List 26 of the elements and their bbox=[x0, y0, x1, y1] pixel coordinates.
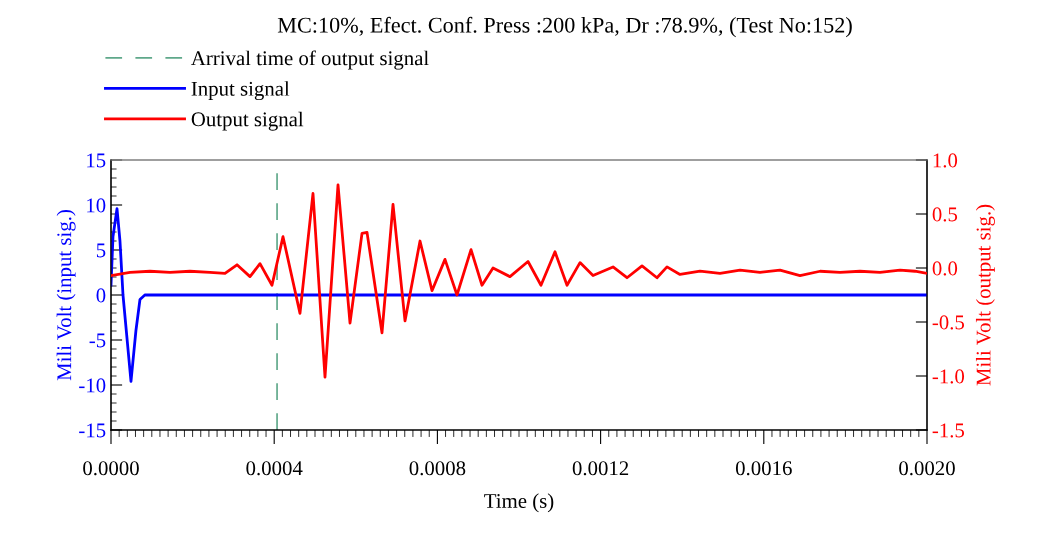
y2-tick-label: -1.0 bbox=[932, 369, 965, 384]
y-tick-label: 10 bbox=[87, 198, 106, 213]
y-tick-label: -5 bbox=[89, 333, 106, 348]
x-tick-label: 0.0020 bbox=[899, 461, 955, 476]
chart-title: MC:10%, Efect. Conf. Press :200 kPa, Dr :78.9%, (Test No:152) bbox=[277, 16, 852, 38]
y2-tick-label: -1.5 bbox=[932, 423, 965, 438]
y-tick-label: 5 bbox=[96, 243, 106, 258]
y-axis-title: Mili Volt (input sig.) bbox=[56, 210, 76, 381]
y-tick-label: 0 bbox=[96, 288, 106, 303]
legend-label: Input signal bbox=[191, 81, 290, 101]
x-tick-label: 0.0004 bbox=[246, 461, 303, 476]
y2-tick-label: 0.0 bbox=[932, 261, 958, 276]
y2-tick-label: 0.5 bbox=[932, 207, 958, 222]
x-tick-label: 0.0016 bbox=[735, 461, 792, 476]
y-tick-label: -15 bbox=[79, 423, 106, 438]
x-tick-label: 0.0008 bbox=[409, 461, 466, 476]
y2-tick-label: -0.5 bbox=[932, 315, 965, 330]
x-tick-label: 0.0012 bbox=[572, 461, 629, 476]
y-tick-label: 15 bbox=[87, 153, 106, 168]
legend-label: Output signal bbox=[191, 111, 304, 131]
y2-axis-title: Mili Volt (output sig.) bbox=[975, 204, 995, 386]
y2-tick-label: 1.0 bbox=[933, 153, 958, 168]
x-axis-title: Time (s) bbox=[484, 493, 554, 513]
x-tick-label: 0.0000 bbox=[83, 461, 139, 476]
legend-label: Arrival time of output signal bbox=[191, 50, 429, 70]
y-tick-label: -10 bbox=[79, 378, 106, 393]
